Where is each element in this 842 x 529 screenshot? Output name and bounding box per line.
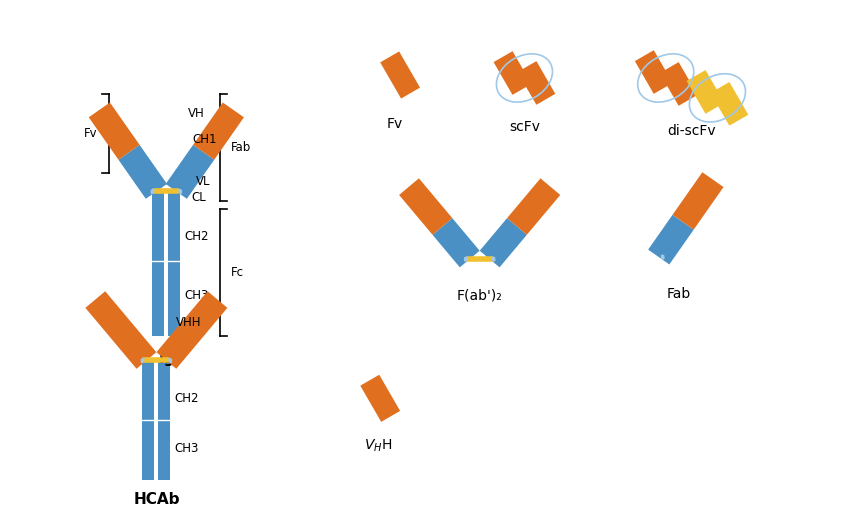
Text: $V_H$H: $V_H$H bbox=[364, 438, 392, 454]
Polygon shape bbox=[360, 375, 400, 422]
Polygon shape bbox=[157, 291, 227, 369]
Polygon shape bbox=[518, 61, 556, 105]
Polygon shape bbox=[493, 51, 531, 95]
Text: scFv: scFv bbox=[509, 120, 540, 134]
Polygon shape bbox=[673, 172, 723, 230]
Polygon shape bbox=[635, 50, 673, 94]
Polygon shape bbox=[136, 352, 157, 369]
Text: CH3: CH3 bbox=[174, 442, 199, 454]
Text: Ig: Ig bbox=[158, 351, 174, 366]
Text: CH2: CH2 bbox=[174, 392, 199, 405]
Polygon shape bbox=[399, 178, 452, 235]
Polygon shape bbox=[660, 62, 697, 106]
Text: VH: VH bbox=[189, 107, 205, 120]
Polygon shape bbox=[433, 218, 480, 267]
Text: HCAb: HCAb bbox=[133, 492, 179, 507]
Text: CH2: CH2 bbox=[184, 230, 209, 243]
Text: Fab: Fab bbox=[667, 287, 690, 301]
Text: VL: VL bbox=[196, 175, 210, 188]
Polygon shape bbox=[119, 145, 167, 199]
Polygon shape bbox=[193, 103, 244, 160]
Polygon shape bbox=[507, 178, 560, 235]
Polygon shape bbox=[85, 291, 157, 369]
Text: VHH: VHH bbox=[176, 316, 202, 329]
Text: F(ab')₂: F(ab')₂ bbox=[457, 289, 503, 303]
Text: di-scFv: di-scFv bbox=[667, 124, 716, 138]
Polygon shape bbox=[711, 82, 749, 126]
Polygon shape bbox=[157, 352, 176, 369]
Polygon shape bbox=[381, 51, 420, 98]
Polygon shape bbox=[142, 360, 154, 480]
Text: Fab: Fab bbox=[231, 141, 251, 154]
Polygon shape bbox=[158, 360, 170, 480]
Text: Fv: Fv bbox=[387, 117, 403, 131]
Polygon shape bbox=[166, 145, 214, 199]
Polygon shape bbox=[168, 191, 180, 335]
Polygon shape bbox=[88, 103, 140, 160]
Text: CL: CL bbox=[191, 191, 206, 204]
Polygon shape bbox=[648, 215, 694, 264]
Text: Fv: Fv bbox=[84, 127, 98, 140]
Text: CH3: CH3 bbox=[184, 289, 209, 303]
Polygon shape bbox=[686, 70, 724, 114]
Text: CH1: CH1 bbox=[192, 133, 216, 146]
Text: Fc: Fc bbox=[231, 266, 244, 279]
Polygon shape bbox=[152, 191, 164, 335]
Polygon shape bbox=[480, 218, 527, 267]
